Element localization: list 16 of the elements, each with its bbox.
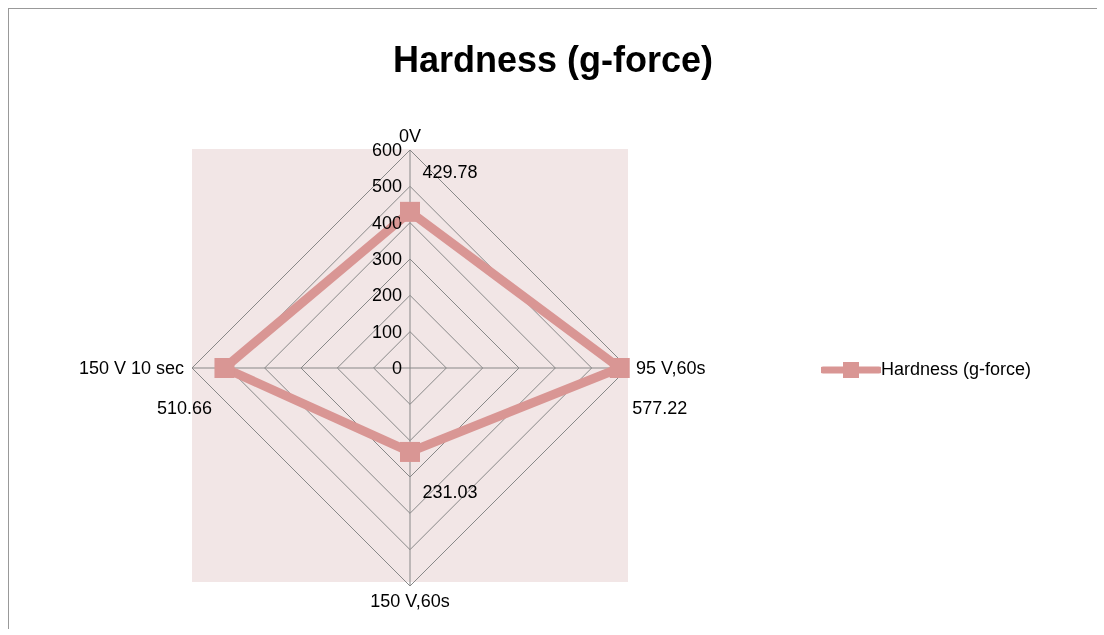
spoke-label: 150 V 10 sec <box>78 358 184 379</box>
legend-label: Hardness (g-force) <box>881 359 1032 380</box>
y-tick-label: 200 <box>371 285 402 306</box>
data-label: 429.78 <box>422 161 478 182</box>
y-tick-label: 600 <box>371 140 402 160</box>
y-tick-label: 300 <box>371 249 402 269</box>
data-label: 577.22 <box>632 398 688 418</box>
spoke-label: 150 V,60s <box>370 590 450 611</box>
y-tick-label: 0 <box>391 358 402 378</box>
data-label: 510.66 <box>156 398 212 418</box>
spoke-label: 95 V,60s <box>636 358 706 379</box>
y-tick-label: 500 <box>371 176 402 197</box>
y-tick-label: 100 <box>371 321 402 342</box>
y-tick-label: 400 <box>371 212 402 233</box>
data-label: 231.03 <box>422 481 478 502</box>
chart-title: Hardness (g-force) <box>391 39 715 81</box>
